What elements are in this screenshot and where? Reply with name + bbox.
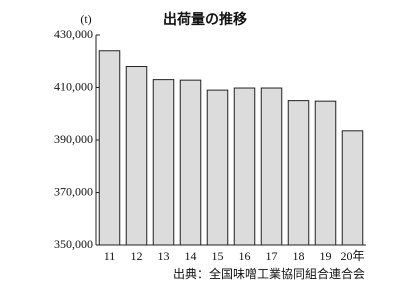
x-tick-label: 11	[104, 249, 116, 263]
bar	[125, 66, 148, 246]
y-tick-label: 430,000	[54, 27, 93, 41]
x-tick-label: 16	[239, 249, 251, 263]
x-tick-label: 19	[320, 249, 332, 263]
y-tick-label: 370,000	[54, 184, 93, 198]
x-tick-label: 14	[185, 249, 197, 263]
x-tick-label: 15	[212, 249, 224, 263]
bar	[314, 100, 337, 246]
bar	[341, 130, 364, 246]
bar	[260, 87, 283, 246]
bar	[98, 50, 121, 246]
bar	[179, 79, 202, 246]
bar	[206, 89, 229, 246]
y-tick-label: 350,000	[54, 237, 93, 251]
bar	[287, 100, 310, 246]
y-unit: (t)	[80, 12, 91, 26]
x-tick-label: 17	[266, 249, 278, 263]
x-tick-label: 18	[293, 249, 305, 263]
y-tick-label: 410,000	[54, 79, 93, 93]
x-tick-label: 20年	[340, 249, 364, 263]
chart-title: 出荷量の推移	[163, 11, 247, 28]
y-tick-label: 390,000	[54, 132, 93, 146]
bar	[233, 87, 256, 246]
source-note: 出典：全国味噌工業協同組合連合会	[173, 266, 365, 281]
bar	[152, 79, 175, 246]
x-tick-label: 12	[131, 249, 143, 263]
x-tick-label: 13	[158, 249, 170, 263]
